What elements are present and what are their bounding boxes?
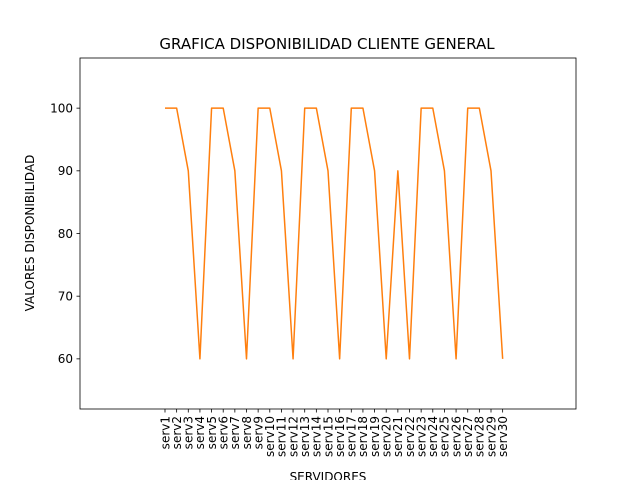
chart-title: GRAFICA DISPONIBILIDAD CLIENTE GENERAL xyxy=(159,35,495,53)
x-tick-label: serv6 xyxy=(217,416,231,449)
axes-frame xyxy=(79,57,577,410)
y-tick-label: 80 xyxy=(58,227,73,241)
x-tick-label: serv8 xyxy=(240,416,254,449)
x-tick-label: serv11 xyxy=(275,416,289,457)
x-tick-label: serv25 xyxy=(438,416,452,457)
series-line-1 xyxy=(165,107,504,360)
x-axis-label: SERVIDORES xyxy=(290,470,367,480)
x-tick-label: serv4 xyxy=(193,416,207,449)
y-tick-label: 100 xyxy=(50,101,73,115)
y-tick-label: 70 xyxy=(58,289,73,303)
x-tick-label: serv2 xyxy=(170,416,184,449)
x-tick-label: serv15 xyxy=(321,416,335,457)
y-axis-ticks: 60 70 80 90 100 xyxy=(50,101,80,366)
x-tick-label: serv19 xyxy=(368,416,382,457)
x-tick-label: serv14 xyxy=(310,416,324,457)
x-tick-label: serv7 xyxy=(228,416,242,449)
x-tick-label: serv16 xyxy=(333,416,347,457)
x-tick-label: serv20 xyxy=(380,416,394,457)
x-tick-label: serv27 xyxy=(461,416,475,457)
x-tick-label: serv18 xyxy=(356,416,370,457)
x-tick-label: serv29 xyxy=(484,416,498,457)
x-tick-label: serv21 xyxy=(391,416,405,457)
plot-area xyxy=(79,57,577,410)
x-tick-label: serv5 xyxy=(205,416,219,449)
y-tick-label: 60 xyxy=(58,352,73,366)
x-tick-label: serv17 xyxy=(345,416,359,457)
x-tick-label: serv9 xyxy=(251,416,265,449)
x-tick-label: serv30 xyxy=(496,416,510,457)
x-tick-label: serv28 xyxy=(473,416,487,457)
x-tick-label: serv26 xyxy=(449,416,463,457)
x-tick-label: serv3 xyxy=(182,416,196,449)
x-tick-label: serv10 xyxy=(263,416,277,457)
x-axis-ticks: serv1serv2serv3serv4serv5serv6serv7serv8… xyxy=(158,409,510,457)
x-tick-label: serv23 xyxy=(414,416,428,457)
x-tick-label: serv24 xyxy=(426,416,440,457)
y-tick-label: 90 xyxy=(58,164,73,178)
x-tick-label: serv13 xyxy=(298,416,312,457)
x-tick-label: serv12 xyxy=(286,416,300,457)
x-tick-label: serv22 xyxy=(403,416,417,457)
x-tick-label: serv1 xyxy=(158,416,172,449)
y-axis-label: VALORES DISPONIBILIDAD xyxy=(23,155,37,312)
